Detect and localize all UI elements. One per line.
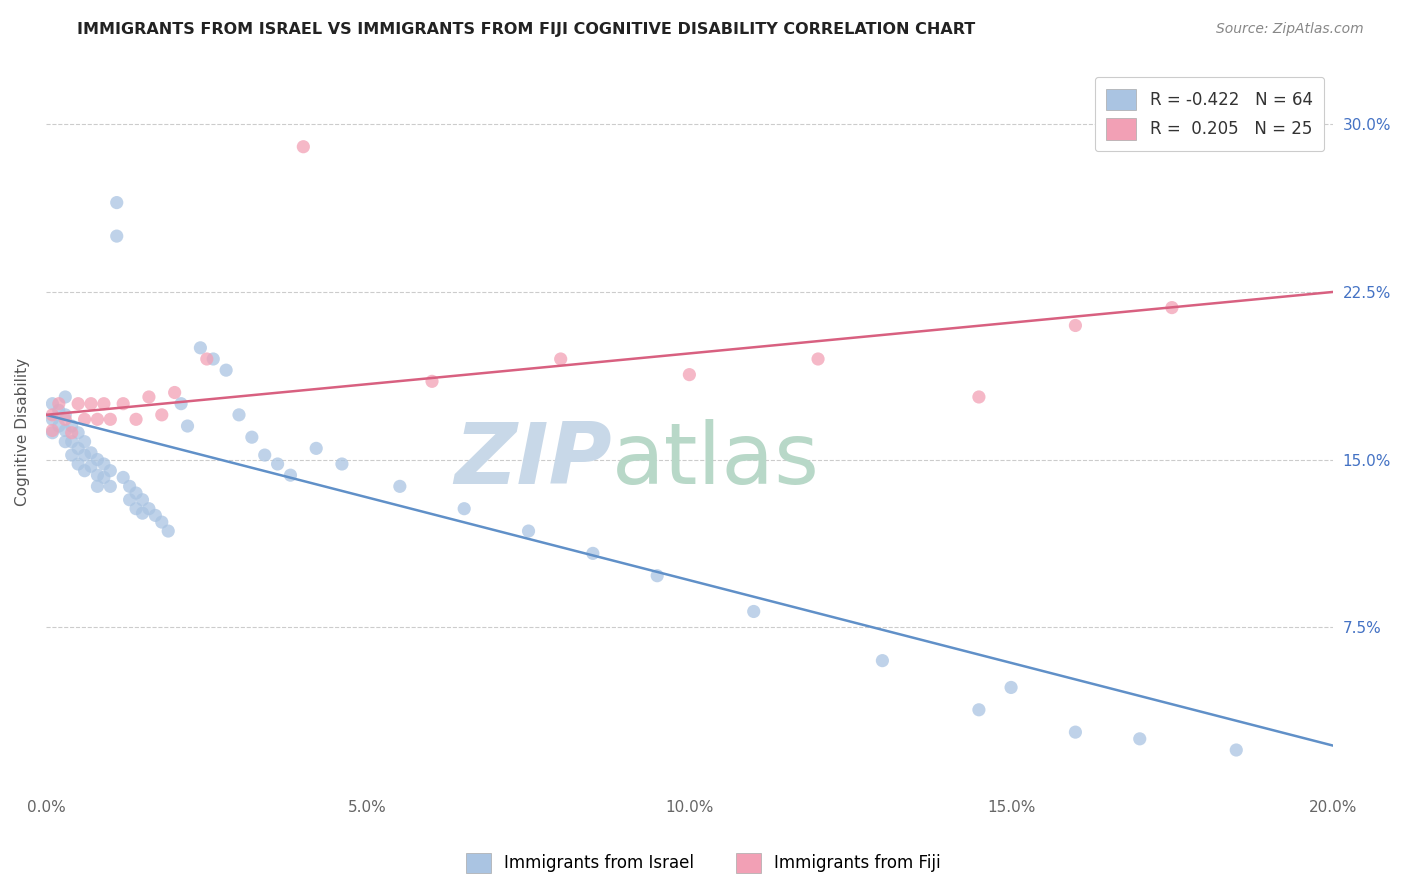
Point bbox=[41, 424, 63, 438]
Point bbox=[41, 412, 63, 426]
Point bbox=[253, 448, 276, 462]
Text: atlas: atlas bbox=[612, 419, 820, 502]
Point bbox=[228, 408, 250, 422]
Point bbox=[60, 425, 83, 440]
Point bbox=[67, 442, 90, 456]
Point bbox=[73, 412, 96, 426]
Point bbox=[98, 479, 121, 493]
Point bbox=[60, 419, 83, 434]
Text: IMMIGRANTS FROM ISRAEL VS IMMIGRANTS FROM FIJI COGNITIVE DISABILITY CORRELATION : IMMIGRANTS FROM ISRAEL VS IMMIGRANTS FRO… bbox=[77, 22, 976, 37]
Legend: Immigrants from Israel, Immigrants from Fiji: Immigrants from Israel, Immigrants from … bbox=[458, 847, 948, 880]
Point bbox=[86, 468, 108, 483]
Point bbox=[453, 501, 475, 516]
Point bbox=[60, 434, 83, 449]
Point bbox=[93, 457, 115, 471]
Point bbox=[150, 515, 173, 529]
Point bbox=[280, 468, 302, 483]
Point bbox=[131, 492, 153, 507]
Point bbox=[1129, 731, 1152, 746]
Point bbox=[215, 363, 238, 377]
Point bbox=[118, 492, 141, 507]
Point bbox=[53, 408, 76, 422]
Point bbox=[1000, 681, 1022, 695]
Point bbox=[195, 351, 218, 366]
Point bbox=[86, 452, 108, 467]
Point bbox=[48, 403, 70, 417]
Point bbox=[150, 408, 173, 422]
Point bbox=[93, 470, 115, 484]
Point bbox=[678, 368, 700, 382]
Point bbox=[330, 457, 353, 471]
Point bbox=[305, 442, 328, 456]
Point bbox=[176, 419, 198, 434]
Legend: R = -0.422   N = 64, R =  0.205   N = 25: R = -0.422 N = 64, R = 0.205 N = 25 bbox=[1095, 77, 1324, 152]
Point bbox=[80, 459, 103, 474]
Point bbox=[157, 524, 180, 538]
Point bbox=[80, 446, 103, 460]
Point bbox=[517, 524, 540, 538]
Point bbox=[582, 546, 605, 560]
Point bbox=[550, 351, 572, 366]
Point bbox=[41, 408, 63, 422]
Point bbox=[1161, 301, 1184, 315]
Point bbox=[1064, 318, 1087, 333]
Point bbox=[1225, 743, 1247, 757]
Point bbox=[125, 412, 148, 426]
Point bbox=[112, 470, 135, 484]
Point bbox=[67, 397, 90, 411]
Point bbox=[67, 425, 90, 440]
Point bbox=[53, 412, 76, 426]
Point bbox=[967, 390, 990, 404]
Point bbox=[48, 397, 70, 411]
Point bbox=[202, 351, 225, 366]
Point bbox=[98, 464, 121, 478]
Point bbox=[53, 390, 76, 404]
Point bbox=[48, 419, 70, 434]
Point bbox=[292, 139, 315, 153]
Point bbox=[143, 508, 166, 523]
Point bbox=[53, 434, 76, 449]
Point bbox=[98, 412, 121, 426]
Point bbox=[86, 412, 108, 426]
Text: Source: ZipAtlas.com: Source: ZipAtlas.com bbox=[1216, 22, 1364, 37]
Point bbox=[266, 457, 288, 471]
Point bbox=[41, 397, 63, 411]
Point bbox=[131, 506, 153, 520]
Point bbox=[420, 375, 443, 389]
Point bbox=[388, 479, 411, 493]
Point bbox=[1064, 725, 1087, 739]
Y-axis label: Cognitive Disability: Cognitive Disability bbox=[15, 358, 30, 506]
Point bbox=[967, 703, 990, 717]
Point bbox=[73, 464, 96, 478]
Point bbox=[190, 341, 212, 355]
Point bbox=[118, 479, 141, 493]
Point bbox=[80, 397, 103, 411]
Point bbox=[125, 486, 148, 500]
Text: ZIP: ZIP bbox=[454, 419, 612, 502]
Point bbox=[138, 390, 160, 404]
Point bbox=[125, 501, 148, 516]
Point bbox=[53, 424, 76, 438]
Point bbox=[872, 654, 894, 668]
Point bbox=[163, 385, 186, 400]
Point bbox=[807, 351, 830, 366]
Point bbox=[60, 448, 83, 462]
Point bbox=[67, 457, 90, 471]
Point bbox=[105, 195, 128, 210]
Point bbox=[86, 479, 108, 493]
Point bbox=[240, 430, 263, 444]
Point bbox=[138, 501, 160, 516]
Point bbox=[41, 425, 63, 440]
Point bbox=[73, 434, 96, 449]
Point bbox=[645, 568, 668, 582]
Point bbox=[73, 448, 96, 462]
Point bbox=[112, 397, 135, 411]
Point bbox=[170, 397, 193, 411]
Point bbox=[93, 397, 115, 411]
Point bbox=[105, 229, 128, 244]
Point bbox=[742, 605, 765, 619]
